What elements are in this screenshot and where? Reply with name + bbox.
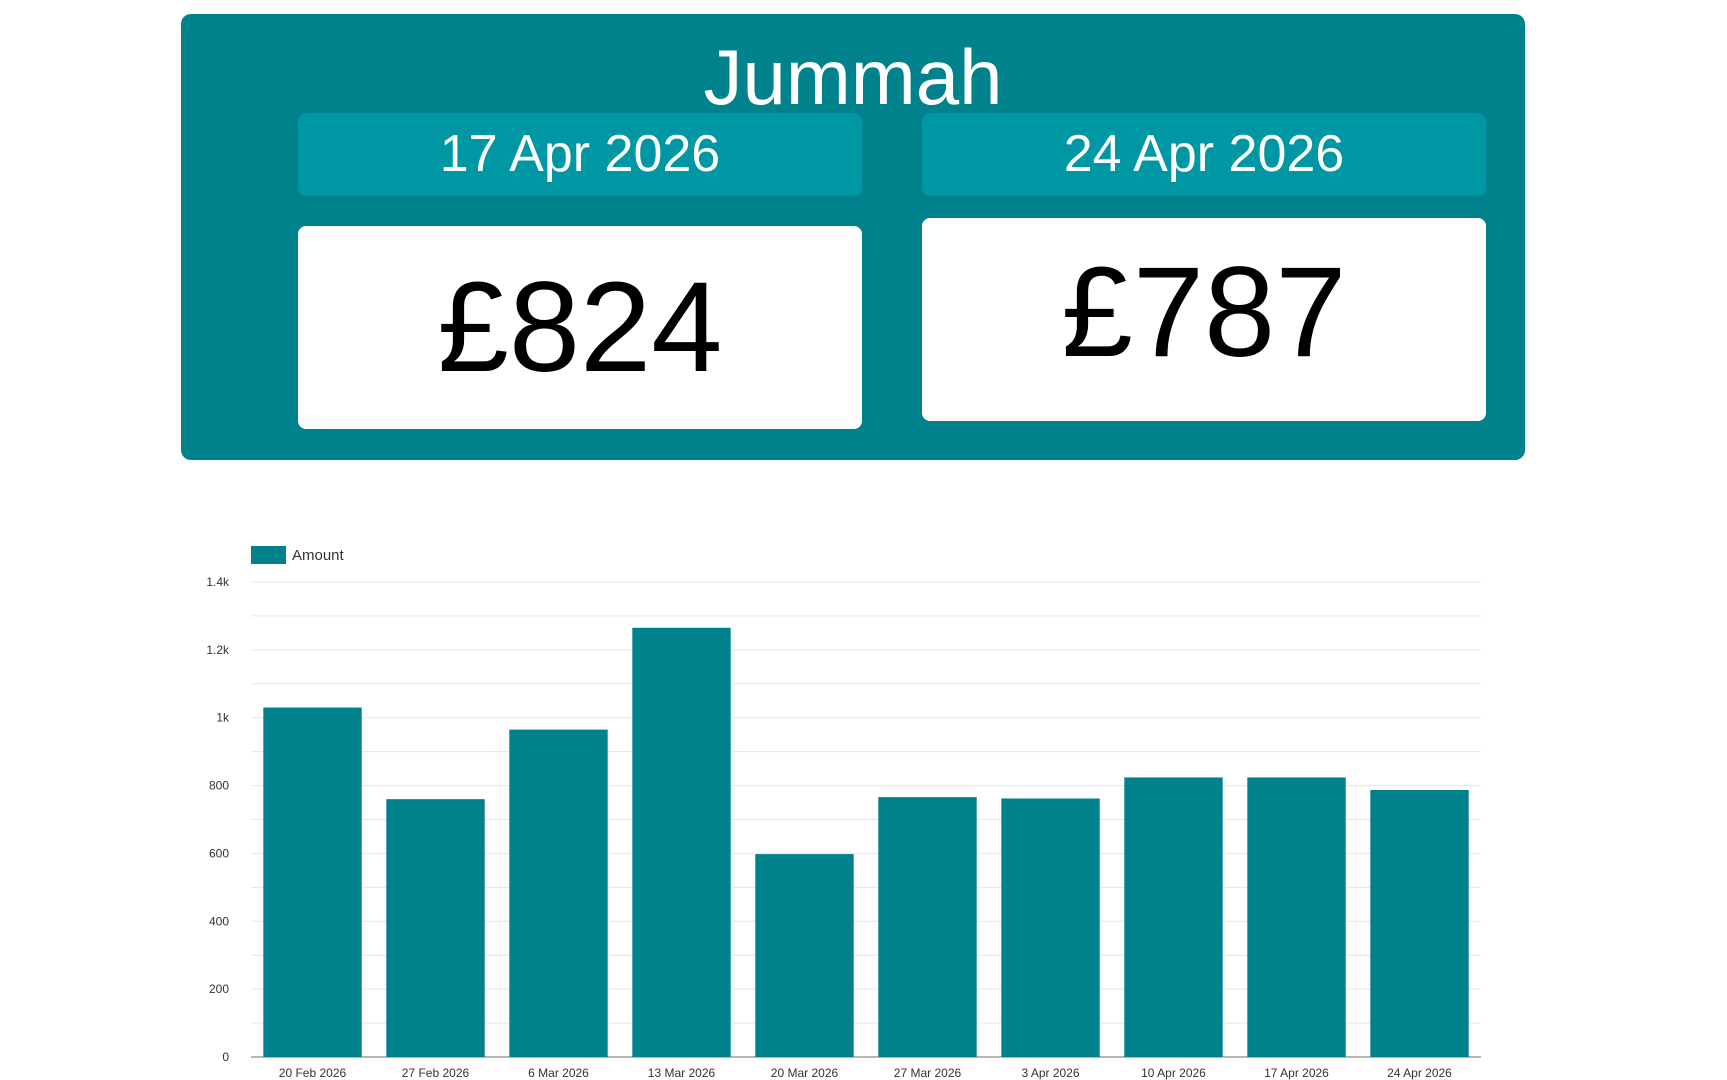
panel-title: Jummah bbox=[703, 33, 1003, 121]
bar[interactable] bbox=[1001, 798, 1100, 1057]
bar[interactable] bbox=[263, 707, 362, 1057]
card-amount-1: £824 bbox=[298, 226, 862, 429]
x-tick-label: 24 Apr 2026 bbox=[1387, 1066, 1452, 1080]
bar[interactable] bbox=[878, 797, 977, 1057]
x-tick-label: 17 Apr 2026 bbox=[1264, 1066, 1329, 1080]
legend-label: Amount bbox=[292, 547, 345, 564]
x-tick-label: 3 Apr 2026 bbox=[1021, 1066, 1079, 1080]
legend-swatch bbox=[251, 546, 286, 564]
x-tick-label: 6 Mar 2026 bbox=[528, 1066, 589, 1080]
y-axis-ticks: 0 200 400 600 800 1k 1.2k 1.4k bbox=[206, 575, 230, 1064]
card-date-1: 17 Apr 2026 bbox=[298, 113, 862, 196]
chart-bars bbox=[263, 627, 1469, 1057]
x-tick-label: 13 Mar 2026 bbox=[648, 1066, 716, 1080]
x-tick-label: 27 Mar 2026 bbox=[894, 1066, 962, 1080]
bar[interactable] bbox=[386, 799, 485, 1057]
x-tick-label: 20 Mar 2026 bbox=[771, 1066, 839, 1080]
bar[interactable] bbox=[1124, 777, 1223, 1057]
y-tick-label: 1k bbox=[216, 711, 230, 725]
chart-legend: Amount bbox=[251, 546, 345, 564]
x-axis-ticks: 20 Feb 2026 27 Feb 2026 6 Mar 2026 13 Mar 2… bbox=[279, 1066, 1452, 1080]
y-tick-label: 1.2k bbox=[206, 643, 230, 657]
x-tick-label: 20 Feb 2026 bbox=[279, 1066, 347, 1080]
y-tick-label: 600 bbox=[209, 846, 229, 860]
bar[interactable] bbox=[1370, 789, 1469, 1057]
x-tick-label: 10 Apr 2026 bbox=[1141, 1066, 1206, 1080]
y-tick-label: 400 bbox=[209, 914, 229, 928]
x-tick-label: 27 Feb 2026 bbox=[402, 1066, 470, 1080]
bar[interactable] bbox=[509, 729, 608, 1057]
amount-bar-chart: 0 200 400 600 800 1k 1.2k 1.4k 20 Feb 2026 27 Fe… bbox=[206, 546, 1481, 1080]
y-tick-label: 0 bbox=[222, 1050, 229, 1064]
bar[interactable] bbox=[755, 854, 854, 1057]
summary-panel: Jummah 17 Apr 2026 £824 24 Apr 2026 £787 bbox=[181, 14, 1525, 460]
y-tick-label: 1.4k bbox=[206, 575, 230, 589]
card-amount-2: £787 bbox=[922, 218, 1486, 421]
bar[interactable] bbox=[1247, 777, 1346, 1057]
y-tick-label: 200 bbox=[209, 982, 229, 996]
card-date-2: 24 Apr 2026 bbox=[922, 113, 1486, 196]
y-tick-label: 800 bbox=[209, 779, 229, 793]
bar[interactable] bbox=[632, 627, 731, 1057]
